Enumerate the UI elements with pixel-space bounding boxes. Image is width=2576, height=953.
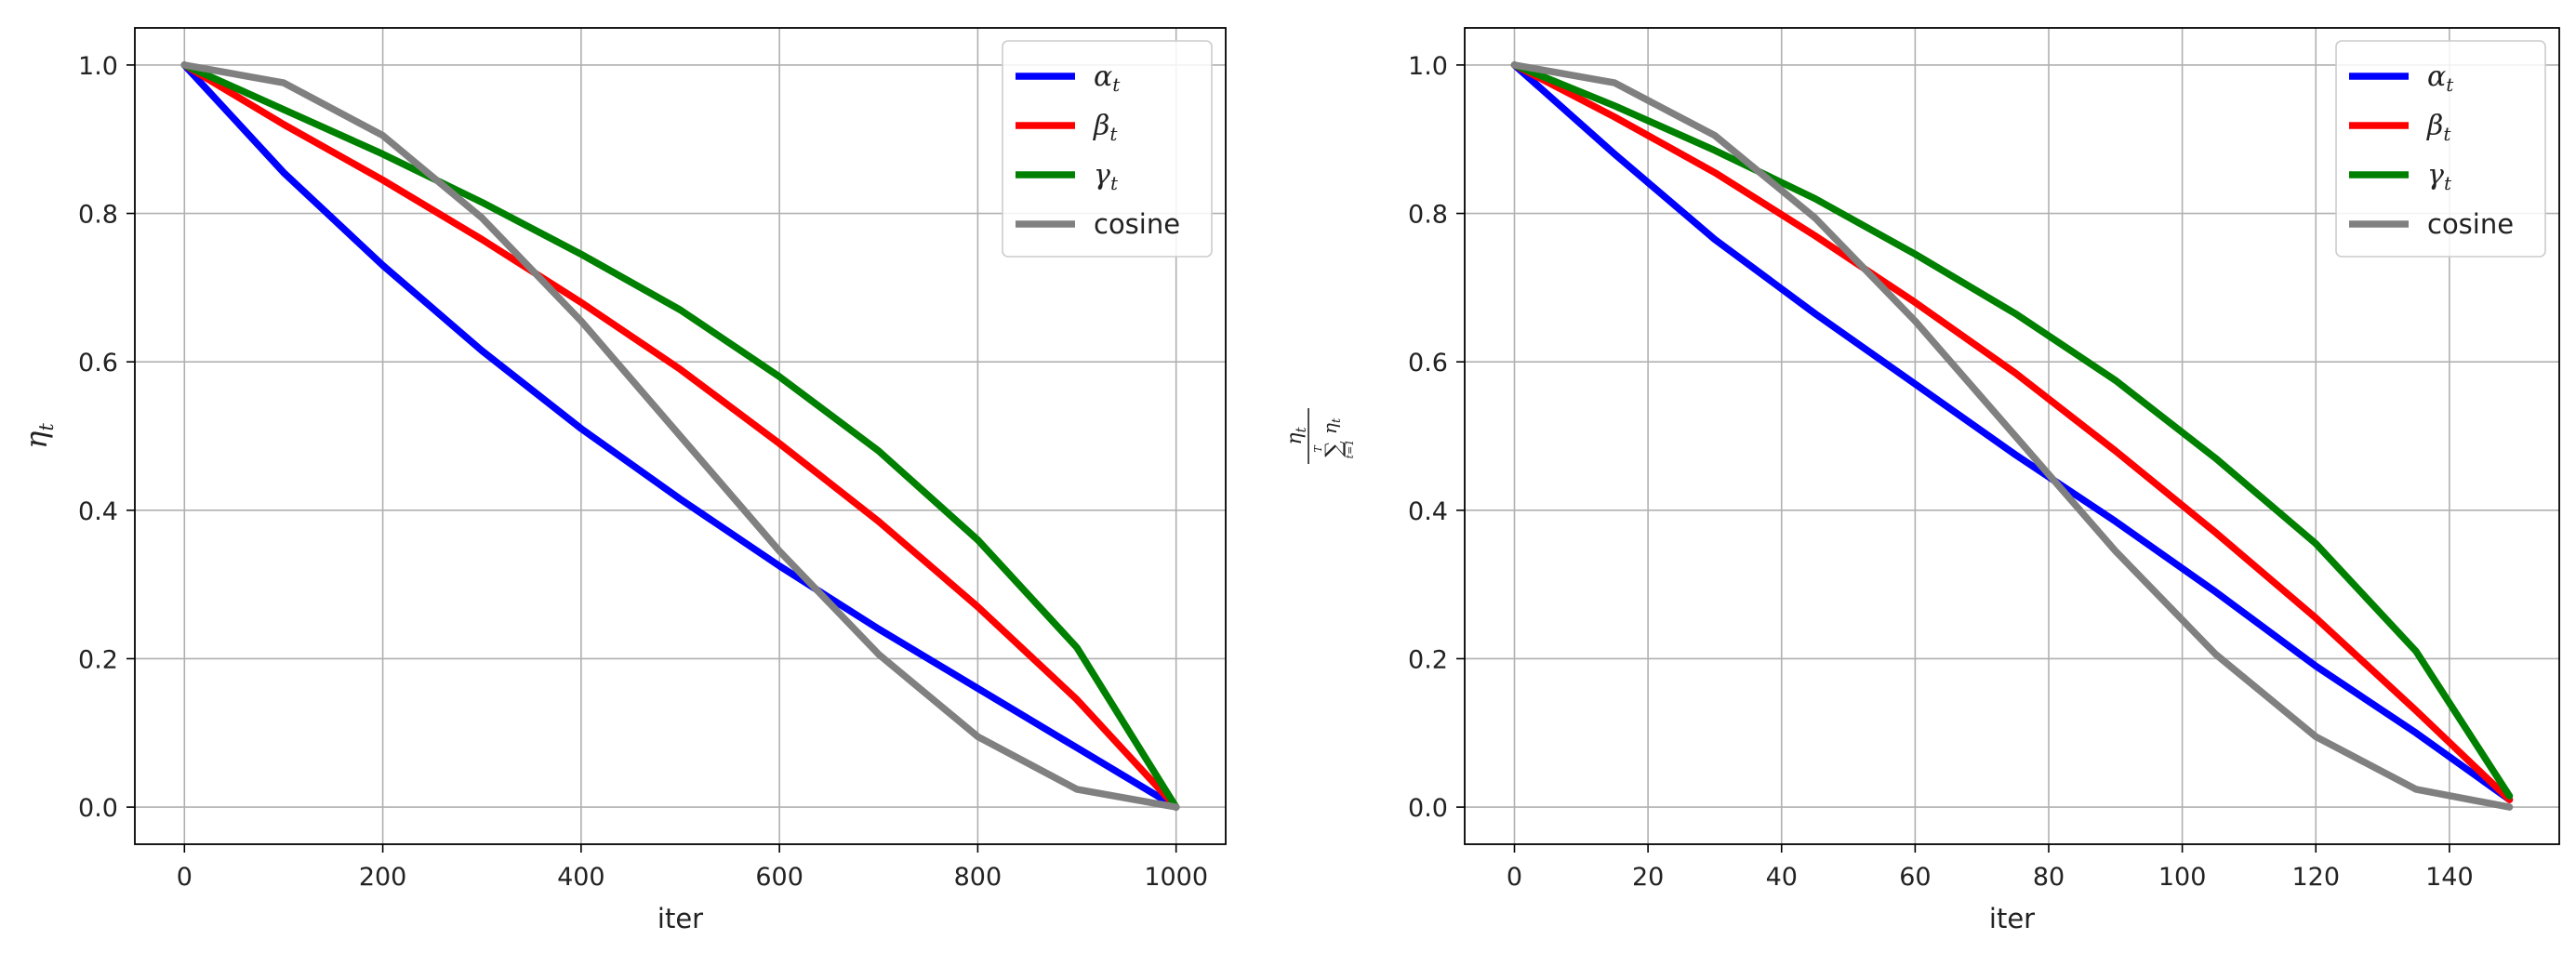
y-axis-label-sum: ∑ [1321,441,1347,457]
y-axis-label: ηtT∑t=1ηt [1283,408,1356,464]
axes-frame [134,27,1227,845]
y-tick-label: 0.0 [78,794,118,823]
series-line-1 [1510,61,2514,803]
legend-label-2: γt [2427,159,2452,194]
y-tick-label: 0.6 [1408,349,1448,377]
x-tick-label: 40 [1766,863,1798,892]
chart-left: 0 200 400 600 800 1000 0.0 0.2 0.4 0.6 0.8 1.0 iter η… [19,27,1227,934]
y-tick-label: 0.2 [1408,645,1448,674]
x-tick-label: 80 [2033,863,2065,892]
y-axis-label-symbol: η [19,431,54,449]
x-tick-label: 20 [1632,863,1664,892]
series-line-3 [1510,61,2514,811]
axes-frame [1464,27,2560,845]
x-tick-label: 600 [755,863,803,892]
y-tick-label: 0.4 [78,497,118,526]
x-tick-label: 120 [2291,863,2340,892]
legend: αt βt γt cosine [2335,40,2546,258]
y-tick-label: 1.0 [1408,52,1448,81]
legend-box [2335,40,2546,258]
x-tick-label: 100 [2158,863,2207,892]
y-tick-label: 0.4 [1408,497,1448,526]
y-tick-label: 0.0 [1408,794,1448,823]
x-tick-label: 140 [2425,863,2474,892]
y-axis-label: ηt [19,423,58,449]
y-tick-label: 0.8 [78,201,118,230]
y-axis-label-sum-upper: T [1312,444,1324,453]
legend-label-0: αt [1094,60,1121,96]
x-tick-label: 0 [1507,863,1522,892]
series-line-0 [1510,61,2514,803]
legend: αt βt γt cosine [1002,40,1213,258]
y-axis-label-sum-lower: t=1 [1344,440,1356,459]
legend-box [1002,40,1213,258]
legend-label-3: cosine [2427,208,2514,240]
legend-label-1: βt [2426,110,2451,145]
x-tick-label: 400 [557,863,605,892]
series-line-0 [180,61,1180,811]
x-tick-label: 200 [359,863,407,892]
legend-label-2: γt [1094,159,1119,194]
y-axis-label-subscript: t [35,423,58,431]
series-line-2 [1510,61,2514,800]
y-tick-label: 0.8 [1408,201,1448,230]
x-tick-label: 1000 [1144,863,1208,892]
y-axis-label-sum-term: ηt [1319,417,1344,434]
chart-right: 0 20 40 60 80 100 120 140 0.0 0.2 0.4 0.6 0.8 1.0 iter… [1283,27,2560,934]
y-axis-label-numerator: ηt [1283,426,1309,444]
series-line-1 [180,61,1180,811]
series-line-3 [180,61,1180,811]
legend-label-0: αt [2427,60,2454,96]
legend-label-3: cosine [1094,208,1180,240]
x-tick-label: 0 [177,863,193,892]
legend-label-1: βt [1093,110,1118,145]
y-tick-label: 0.6 [78,349,118,377]
y-tick-label: 0.2 [78,645,118,674]
x-axis-label: iter [657,903,703,934]
x-tick-label: 60 [1899,863,1931,892]
x-axis-label: iter [1989,903,2035,934]
x-tick-label: 800 [954,863,1003,892]
series-line-2 [180,61,1180,811]
y-tick-label: 1.0 [78,52,118,81]
